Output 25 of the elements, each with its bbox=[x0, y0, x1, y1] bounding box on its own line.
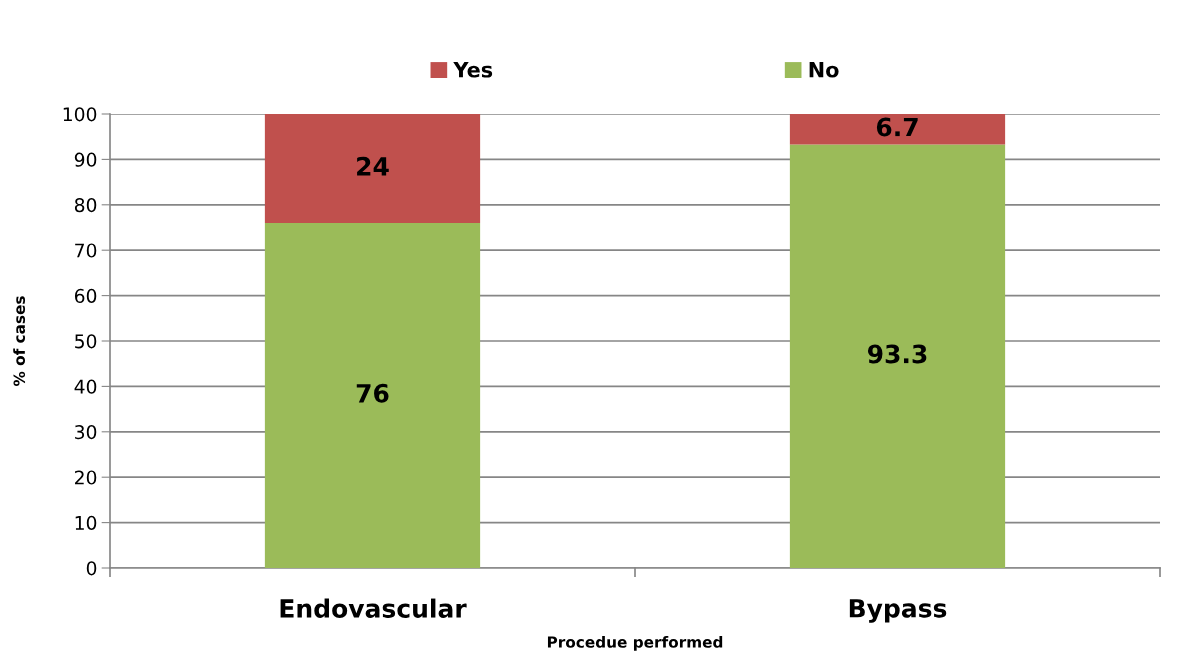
y-tick-label: 100 bbox=[63, 107, 97, 122]
y-tick-label: 80 bbox=[74, 198, 97, 213]
y-tick-label: 90 bbox=[74, 152, 97, 167]
bar bbox=[789, 114, 1006, 145]
bar bbox=[789, 144, 1006, 568]
bar bbox=[264, 222, 481, 568]
data-label: 24 bbox=[357, 156, 389, 176]
data-label: 93.3 bbox=[867, 344, 927, 364]
x-axis-title: Procedue performed bbox=[547, 636, 723, 651]
x-tick-label: Endovascular bbox=[280, 598, 467, 618]
legend-label: Yes bbox=[453, 62, 493, 78]
y-tick-label: 70 bbox=[75, 243, 97, 258]
y-tick-label: 20 bbox=[75, 470, 97, 485]
data-label: 76 bbox=[356, 383, 389, 403]
y-tick-label: 0 bbox=[86, 561, 97, 576]
legend-label: No bbox=[809, 62, 839, 78]
bar bbox=[264, 114, 481, 223]
data-label: 6.7 bbox=[876, 117, 918, 137]
y-tick-label: 10 bbox=[75, 515, 97, 530]
x-tick-label: Bypass bbox=[849, 599, 947, 623]
y-tick-label: 40 bbox=[74, 379, 97, 394]
y-tick-label: 30 bbox=[75, 425, 97, 440]
y-tick-label: 50 bbox=[75, 334, 97, 349]
y-tick-label: 60 bbox=[74, 288, 97, 303]
y-axis-title: % of cases bbox=[13, 296, 26, 387]
